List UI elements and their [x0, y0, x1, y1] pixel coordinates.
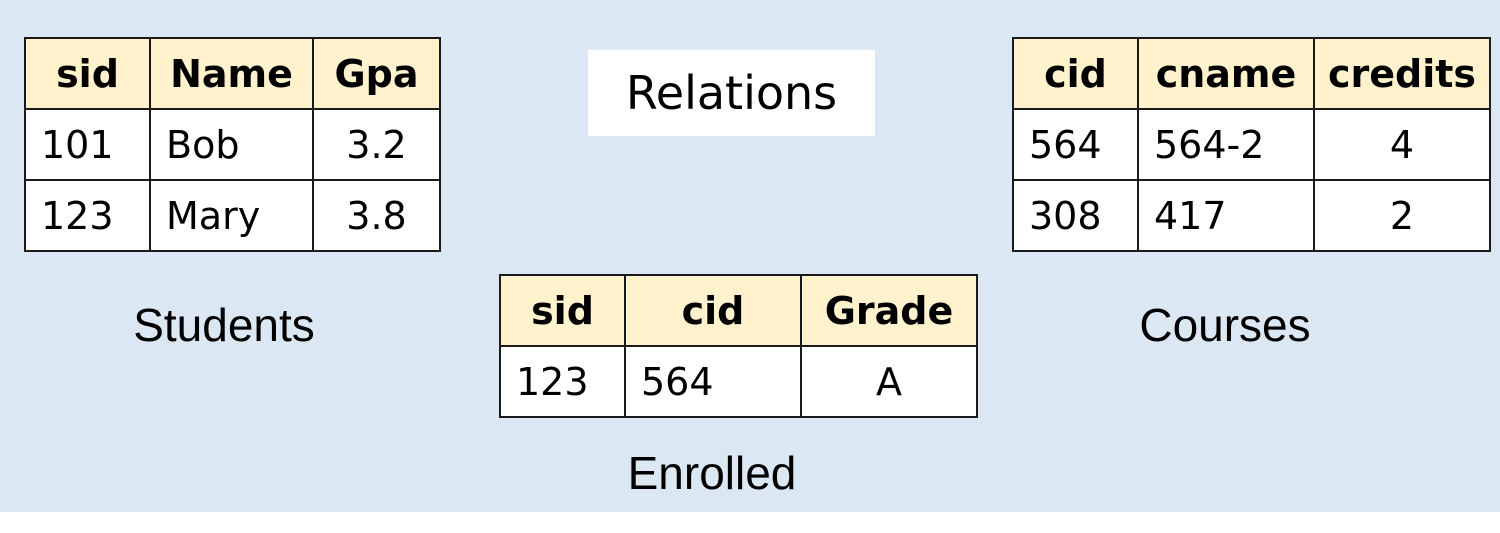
table-header-row: sid Name Gpa	[24, 37, 441, 110]
table-cell: Bob	[149, 108, 314, 181]
table-cell: 564-2	[1137, 108, 1315, 181]
enrolled-caption: Enrolled	[627, 447, 797, 499]
column-header: cid	[624, 274, 802, 347]
table-row: 123 Mary 3.8	[24, 179, 441, 252]
table-cell: 564	[1012, 108, 1139, 181]
diagram-canvas: Relations sid Name Gpa 101 Bob 3.2 123 M…	[0, 0, 1500, 512]
table-cell: Mary	[149, 179, 314, 252]
table-cell: 123	[499, 345, 626, 418]
enrolled-table: sid cid Grade 123 564 A	[499, 274, 978, 418]
students-caption: Students	[133, 299, 315, 351]
column-header: cid	[1012, 37, 1139, 110]
column-header: credits	[1313, 37, 1491, 110]
courses-caption: Courses	[1139, 299, 1311, 351]
table-row: 123 564 A	[499, 345, 978, 418]
column-header: Gpa	[312, 37, 441, 110]
table-cell: A	[800, 345, 978, 418]
table-cell: 101	[24, 108, 151, 181]
table-header-row: sid cid Grade	[499, 274, 978, 347]
students-table: sid Name Gpa 101 Bob 3.2 123 Mary 3.8	[24, 37, 441, 252]
table-row: 308 417 2	[1012, 179, 1491, 252]
column-header: cname	[1137, 37, 1315, 110]
table-cell: 2	[1313, 179, 1491, 252]
diagram-title: Relations	[588, 50, 875, 136]
column-header: sid	[499, 274, 626, 347]
column-header: sid	[24, 37, 151, 110]
table-cell: 3.2	[312, 108, 441, 181]
table-cell: 4	[1313, 108, 1491, 181]
column-header: Name	[149, 37, 314, 110]
table-cell: 3.8	[312, 179, 441, 252]
table-cell: 417	[1137, 179, 1315, 252]
table-cell: 564	[624, 345, 802, 418]
table-cell: 123	[24, 179, 151, 252]
table-row: 101 Bob 3.2	[24, 108, 441, 181]
table-row: 564 564-2 4	[1012, 108, 1491, 181]
table-header-row: cid cname credits	[1012, 37, 1491, 110]
courses-table: cid cname credits 564 564-2 4 308 417 2	[1012, 37, 1491, 252]
table-cell: 308	[1012, 179, 1139, 252]
column-header: Grade	[800, 274, 978, 347]
